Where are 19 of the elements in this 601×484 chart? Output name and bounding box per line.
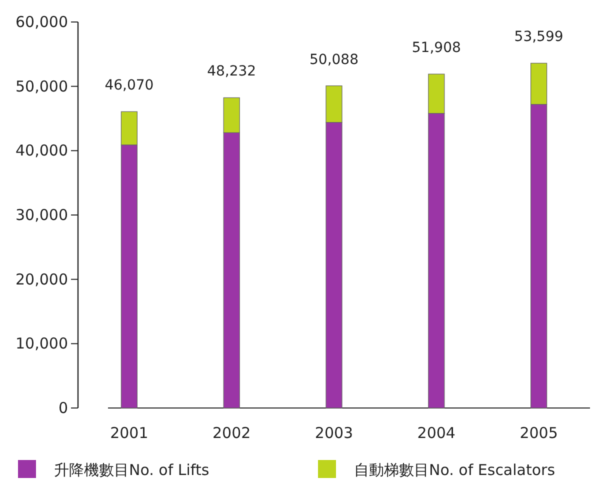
y-tick-label: 50,000 [16, 77, 68, 96]
legend-label: 自動梯數目No. of Escalators [354, 461, 556, 479]
y-tick-label: 0 [58, 399, 68, 417]
x-tick-label: 2003 [314, 424, 354, 442]
y-tick-label: 30,000 [16, 206, 68, 224]
total-label: 51,908 [412, 40, 461, 56]
x-tick-label: 2005 [520, 424, 558, 442]
y-tick-label: 10,000 [16, 334, 68, 353]
total-label: 46,070 [104, 78, 154, 94]
x-tick-label: 2002 [212, 424, 251, 442]
total-label: 48,232 [207, 64, 256, 80]
y-tick-label: 60,000 [16, 13, 68, 31]
legend-label: 升降機數目No. of Lifts [54, 461, 210, 479]
y-tick-label: 40,000 [16, 142, 68, 160]
x-tick-label: 2004 [417, 424, 456, 442]
y-tick-label: 20,000 [16, 270, 68, 288]
x-tick-label: 2001 [110, 424, 148, 442]
total-label: 50,088 [310, 52, 358, 68]
total-label: 53,599 [514, 29, 564, 46]
